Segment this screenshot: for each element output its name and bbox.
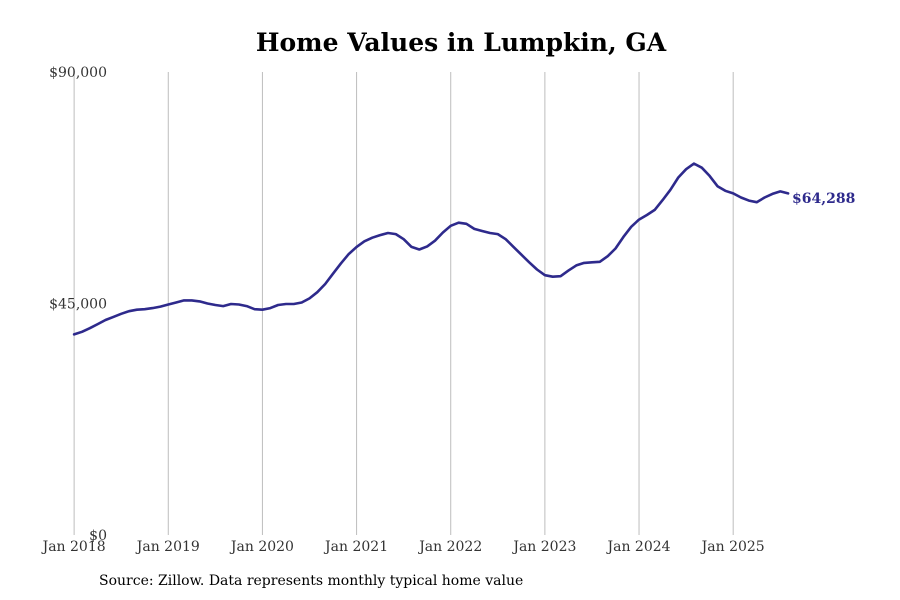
x-axis-ticks: Jan 2018 Jan 2019 Jan 2020 Jan 2021 Jan 2022… [41,539,765,555]
x-tick-label: Jan 2022 [417,539,482,555]
x-tick-label: Jan 2019 [135,539,200,555]
x-tick-label: Jan 2021 [323,539,388,555]
y-axis-ticks: $0 $45,000 $90,000 [49,65,107,544]
end-value-label: $64,288 [792,191,855,207]
x-tick-label: Jan 2020 [229,539,294,555]
x-tick-label: Jan 2023 [511,539,576,555]
y-tick-label: $0 [89,528,107,544]
y-tick-label: $90,000 [49,65,107,81]
y-tick-label: $45,000 [49,297,107,313]
series-line [72,162,790,336]
source-note: Source: Zillow. Data represents monthly … [99,573,524,589]
x-tick-label: Jan 2018 [41,539,106,555]
grid-lines [73,72,734,535]
x-tick-label: Jan 2025 [700,539,765,555]
chart-title: Home Values in Lumpkin, GA [256,28,667,57]
x-tick-label: Jan 2024 [606,539,671,555]
